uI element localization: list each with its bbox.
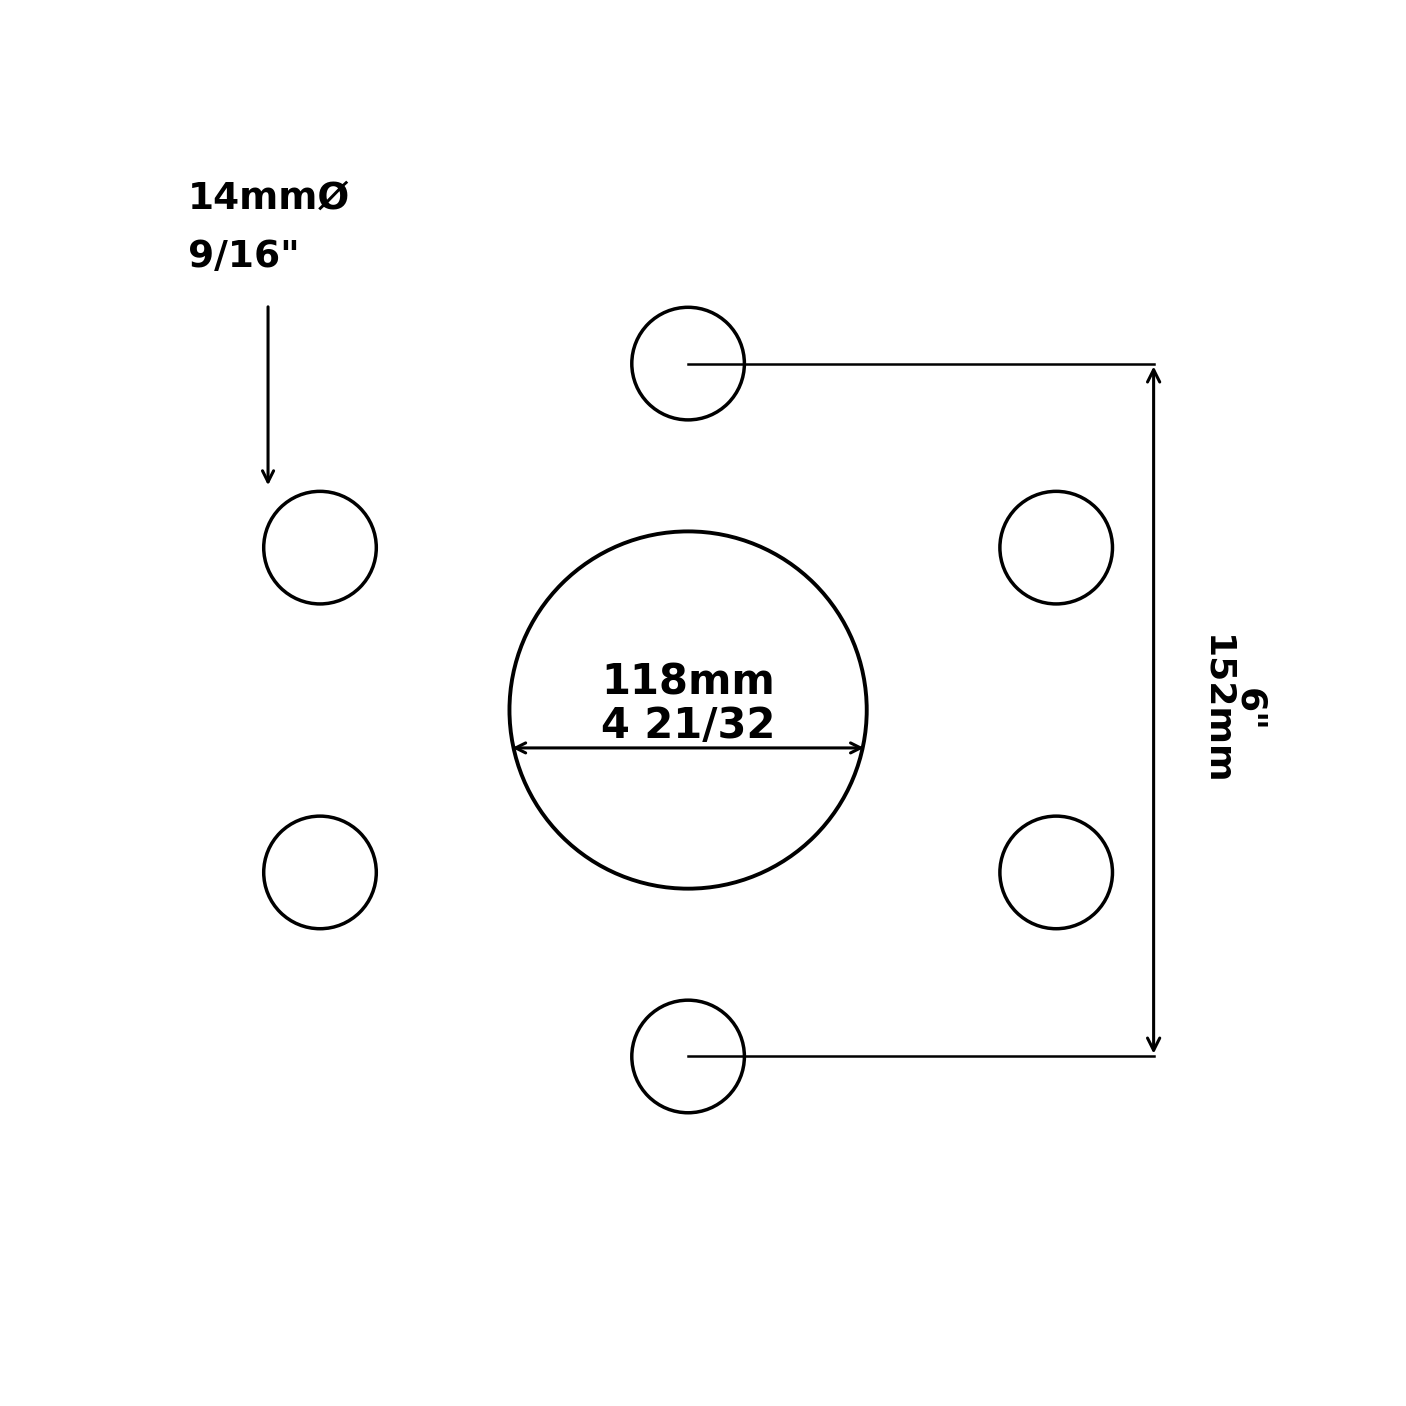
Text: 9/16": 9/16" <box>188 239 299 276</box>
Text: 14mmØ: 14mmØ <box>188 181 350 217</box>
Text: 4 21/32: 4 21/32 <box>600 706 775 747</box>
Text: 152mm: 152mm <box>1199 634 1233 786</box>
Text: 118mm: 118mm <box>602 662 775 704</box>
Text: 6": 6" <box>1232 688 1265 733</box>
